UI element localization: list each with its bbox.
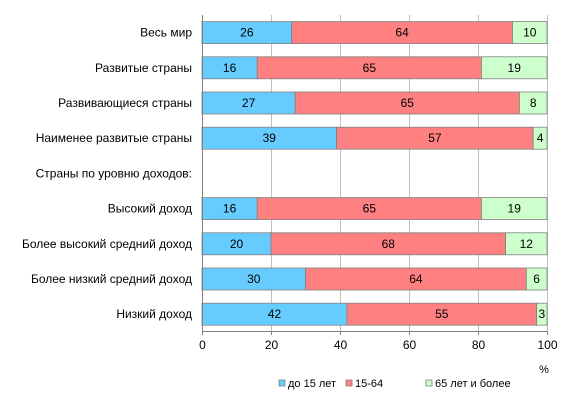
bar-segment [481, 197, 548, 221]
data-label: 8 [530, 96, 537, 110]
bar-segment [505, 232, 548, 256]
data-label: 3 [538, 307, 545, 321]
data-label: 12 [520, 237, 534, 251]
data-label: 20 [230, 237, 244, 251]
category-label: Развитые страны [95, 61, 192, 75]
data-label: 42 [268, 307, 282, 321]
legend-swatch [278, 379, 286, 387]
data-label: 65 [363, 202, 377, 216]
category-label: Наименее развитые страны [36, 131, 192, 145]
category-labels: Весь мир Развитые страны Развивающиеся стр… [22, 26, 192, 322]
legend: до 15 лет 15-64 65 лет и более [278, 378, 511, 390]
data-label: 4 [537, 131, 544, 145]
x-unit-label: % [539, 364, 549, 376]
data-label: 16 [223, 61, 237, 75]
data-label: 64 [395, 26, 409, 40]
category-label: Более низкий средний доход [31, 272, 192, 286]
data-label: 19 [508, 202, 522, 216]
category-label: Весь мир [140, 26, 192, 40]
data-label: 30 [247, 272, 261, 286]
bar-segment [525, 267, 548, 291]
x-tick-label: 60 [403, 338, 417, 352]
data-label: 57 [428, 131, 442, 145]
legend-swatch [425, 379, 433, 387]
x-tick-label: 20 [265, 338, 279, 352]
data-label: 39 [263, 131, 277, 145]
category-label: Более высокий средний доход [22, 237, 192, 251]
category-label: Высокий доход [108, 202, 192, 216]
bar-segment [512, 21, 548, 45]
data-label: 26 [240, 26, 254, 40]
bar-segment [536, 302, 548, 326]
category-label: Развивающиеся страны [58, 96, 192, 110]
bars: 26 64 10 16 65 19 27 65 8 39 57 4 16 65 19 20 68 12 30 64 6 4… [201, 21, 548, 326]
x-axis: 0 20 40 60 80 100 [199, 15, 558, 352]
x-tick-label: 100 [537, 338, 557, 352]
category-label: Страны по уровню доходов: [36, 166, 192, 180]
data-label: 6 [533, 272, 540, 286]
data-label: 10 [523, 26, 537, 40]
data-label: 68 [382, 237, 396, 251]
legend-label: 65 лет и более [435, 378, 511, 390]
data-label: 64 [409, 272, 423, 286]
legend-swatch [345, 379, 353, 387]
x-tick-label: 0 [199, 338, 206, 352]
bar-segment [532, 126, 548, 150]
bar-segment [519, 91, 548, 115]
bar-segment [481, 56, 548, 80]
data-label: 27 [242, 96, 256, 110]
x-tick-label: 40 [334, 338, 348, 352]
data-label: 16 [223, 202, 237, 216]
data-label: 55 [435, 307, 449, 321]
data-label: 19 [508, 61, 522, 75]
data-label: 65 [363, 61, 377, 75]
legend-label: 15-64 [355, 378, 383, 390]
data-label: 65 [401, 96, 415, 110]
x-tick-label: 80 [472, 338, 486, 352]
legend-label: до 15 лет [288, 378, 336, 390]
category-label: Низкий доход [116, 307, 192, 321]
